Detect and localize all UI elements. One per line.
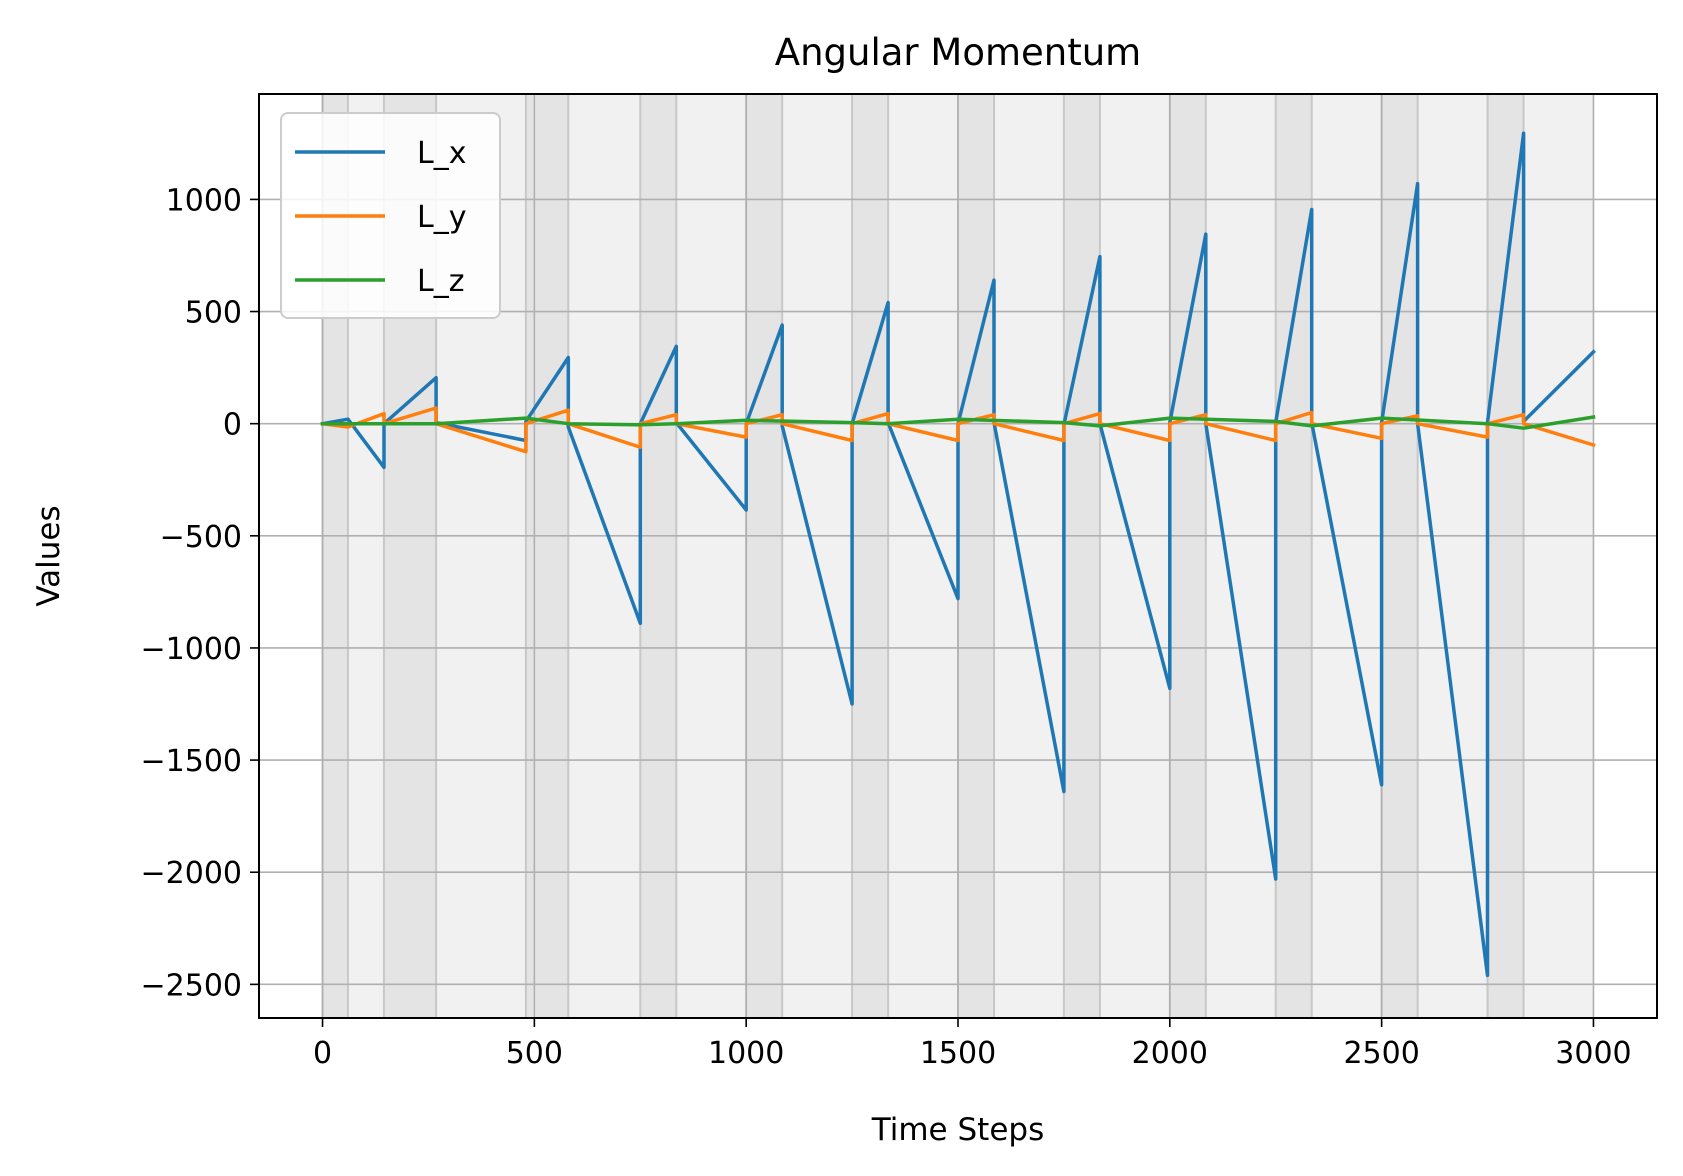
background-band xyxy=(525,94,569,1018)
y-tick-label: −500 xyxy=(160,520,242,555)
chart-title: Angular Momentum xyxy=(775,31,1141,74)
series-lines xyxy=(320,131,1596,978)
background-band xyxy=(888,94,958,1018)
background-band xyxy=(852,94,889,1018)
legend-label: L_z xyxy=(417,264,464,299)
series-line-l-y xyxy=(320,406,1596,454)
background-band xyxy=(1063,94,1100,1018)
x-axis-label: Time Steps xyxy=(871,1112,1044,1148)
x-tick-label: 1000 xyxy=(708,1036,784,1071)
y-axis-ticks: −2500 −2000 −1500 −1000 −500 0 500 1000 xyxy=(141,183,259,1003)
background-band xyxy=(640,94,677,1018)
background-band xyxy=(1205,94,1276,1018)
background-band xyxy=(782,94,853,1018)
background-band xyxy=(1487,94,1524,1018)
y-tick-label: −2500 xyxy=(141,968,242,1003)
x-tick-label: 3000 xyxy=(1555,1036,1631,1071)
legend: L_x L_y L_z xyxy=(280,112,501,319)
legend-box xyxy=(280,112,501,319)
x-tick-label: 0 xyxy=(313,1036,332,1071)
legend-label: L_y xyxy=(417,200,466,235)
y-tick-label: −2000 xyxy=(141,856,242,891)
background-band xyxy=(676,94,747,1018)
y-axis-label: Values xyxy=(31,505,67,606)
series-line-l-z xyxy=(320,414,1596,430)
y-tick-label: −1500 xyxy=(141,744,242,779)
background-band xyxy=(746,94,783,1018)
background-band xyxy=(1523,94,1594,1018)
x-tick-label: 2500 xyxy=(1343,1036,1419,1071)
x-tick-label: 1500 xyxy=(920,1036,996,1071)
background-band xyxy=(1311,94,1382,1018)
x-tick-label: 2000 xyxy=(1132,1036,1208,1071)
background-band xyxy=(1381,94,1418,1018)
y-tick-label: 1000 xyxy=(166,183,242,218)
x-tick-label: 500 xyxy=(506,1036,563,1071)
y-tick-label: 500 xyxy=(185,296,242,331)
y-tick-label: −1000 xyxy=(141,632,242,667)
legend-label: L_x xyxy=(417,136,466,171)
background-band xyxy=(1417,94,1488,1018)
x-axis-ticks: 0 500 1000 1500 2000 2500 3000 xyxy=(313,1018,1632,1071)
y-tick-label: 0 xyxy=(223,408,242,443)
background-band xyxy=(1169,94,1206,1018)
background-band xyxy=(994,94,1064,1018)
background-band xyxy=(568,94,641,1018)
background-band xyxy=(958,94,995,1018)
